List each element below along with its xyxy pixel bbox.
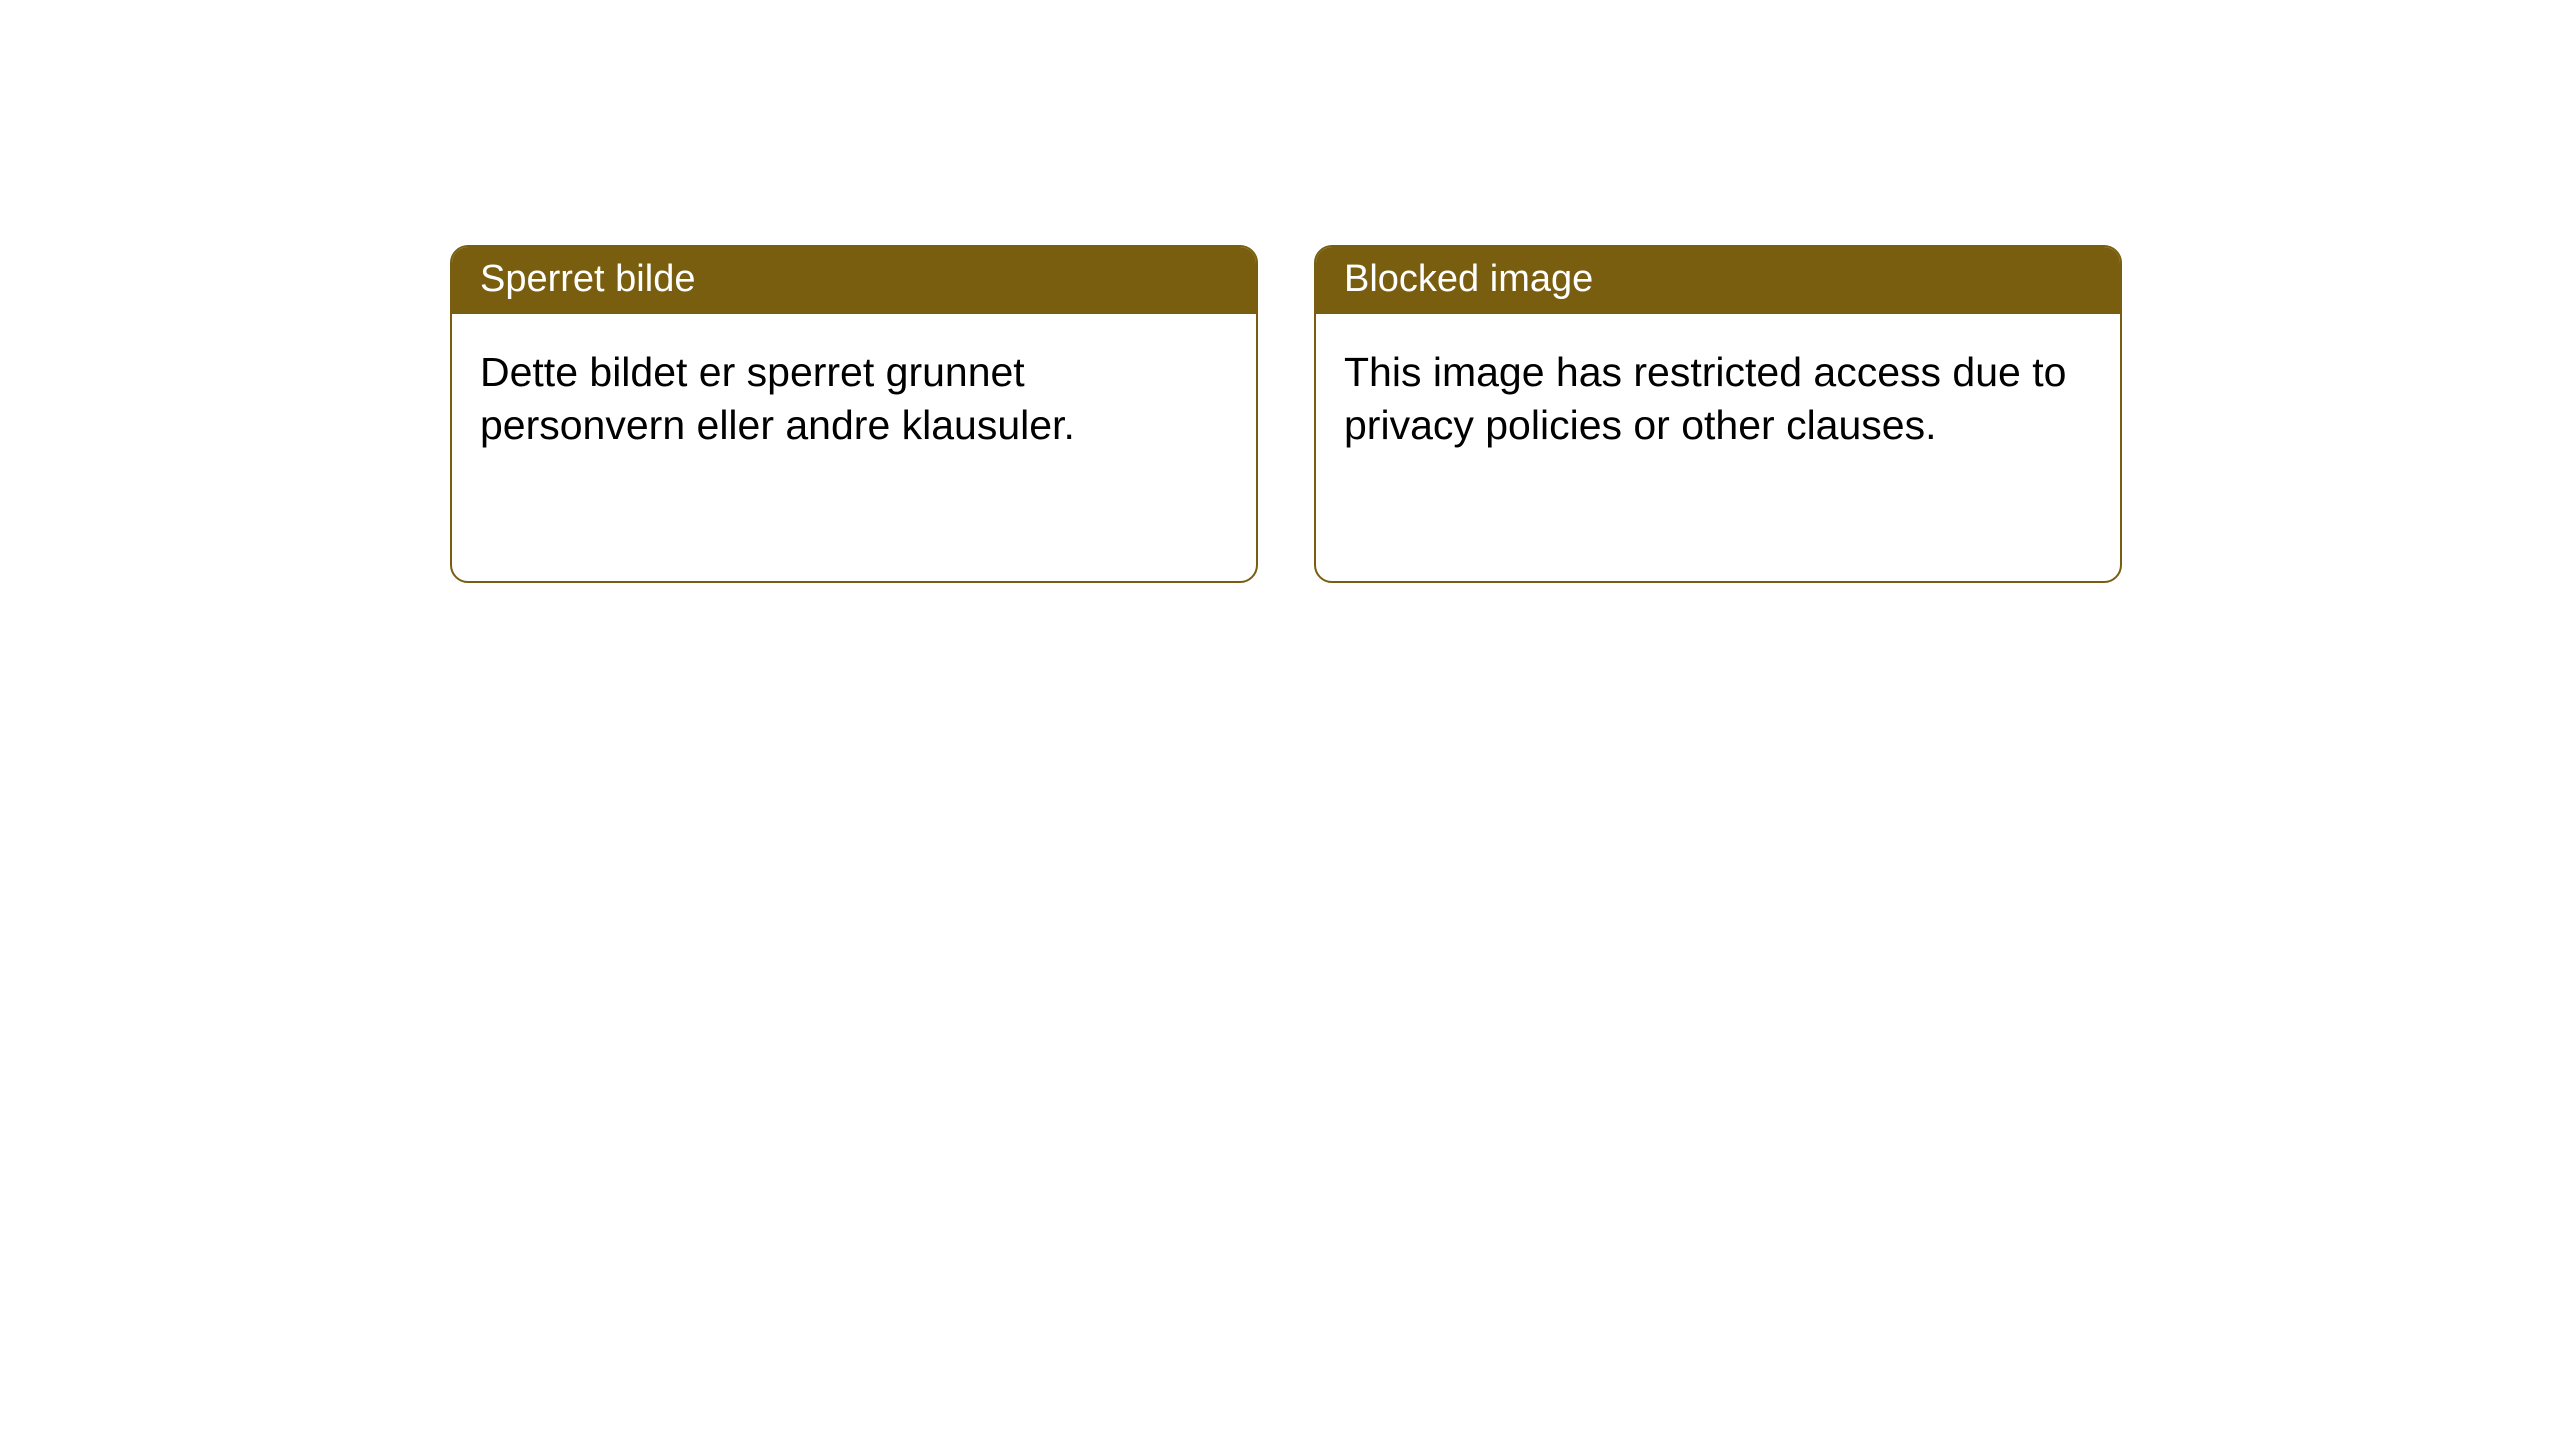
notice-body: This image has restricted access due to … <box>1316 314 2120 483</box>
notice-card-english: Blocked image This image has restricted … <box>1314 245 2122 583</box>
notice-header: Blocked image <box>1316 247 2120 314</box>
notice-body: Dette bildet er sperret grunnet personve… <box>452 314 1256 483</box>
notice-header: Sperret bilde <box>452 247 1256 314</box>
notice-card-norwegian: Sperret bilde Dette bildet er sperret gr… <box>450 245 1258 583</box>
notice-cards-container: Sperret bilde Dette bildet er sperret gr… <box>0 0 2560 583</box>
